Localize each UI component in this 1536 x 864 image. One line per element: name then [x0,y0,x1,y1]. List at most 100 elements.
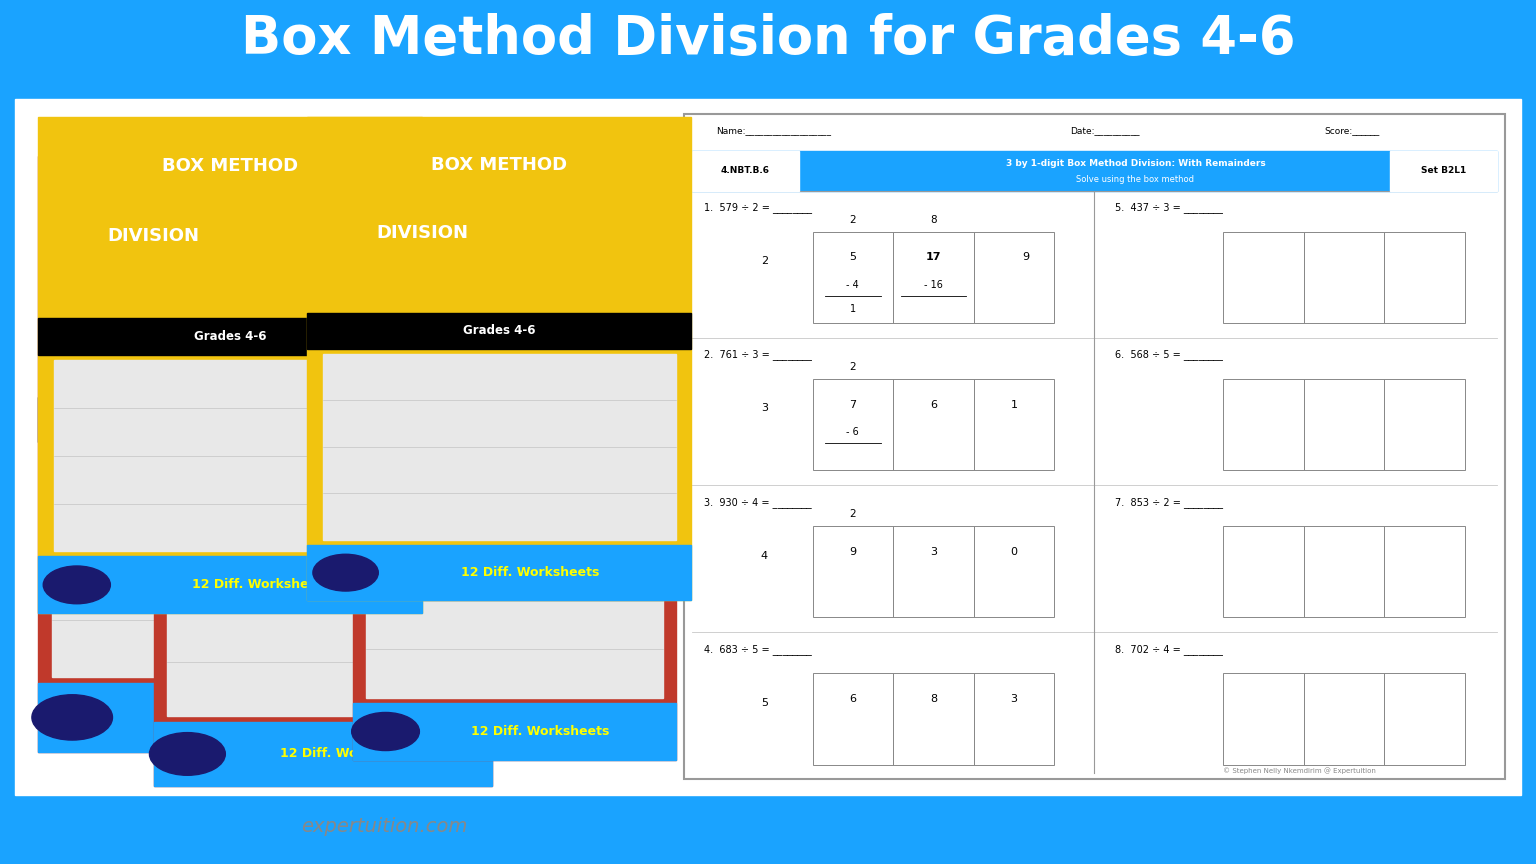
Text: 1: 1 [1011,399,1017,410]
Bar [307,117,691,600]
Bar [974,526,1054,618]
Bar [38,156,376,752]
Text: - 16: - 16 [923,280,943,289]
Text: - 6: - 6 [846,427,859,437]
Bar [813,526,892,618]
Text: 2: 2 [849,362,856,372]
Bar [154,225,492,786]
Bar [323,353,676,540]
Bar [974,673,1054,765]
Text: 12 Diff. Worksheets: 12 Diff. Worksheets [192,578,330,591]
Text: Grades 4-6: Grades 4-6 [462,324,536,337]
Bar [1304,526,1384,618]
Bar [1384,379,1465,470]
Bar [1390,151,1498,191]
Text: 2: 2 [849,215,856,225]
Bar [1223,232,1304,323]
Bar [366,505,664,698]
Text: DIVISION: DIVISION [209,351,301,368]
Text: 6: 6 [929,399,937,410]
Text: DIVISION: DIVISION [376,224,468,242]
Text: 3: 3 [1011,694,1017,704]
Text: 7: 7 [849,399,857,410]
Bar [1304,673,1384,765]
Bar [1384,673,1465,765]
Text: Grades 4-6: Grades 4-6 [170,413,244,426]
Text: 5.  437 ÷ 3 = ________: 5. 437 ÷ 3 = ________ [1115,202,1223,213]
Text: 2: 2 [760,257,768,266]
Text: DIVISION: DIVISION [404,371,496,389]
Text: 5: 5 [849,252,856,263]
Bar [54,360,407,551]
Text: BOX METHOD: BOX METHOD [255,272,390,289]
Text: 3 by 1-digit Box Method Division: With Remainders: 3 by 1-digit Box Method Division: With R… [1006,159,1266,168]
Bar [691,151,799,191]
Text: - 2 By 1: - 2 By 1 [238,291,312,306]
Text: 12 Diff. Worksheets: 12 Diff. Worksheets [166,711,304,724]
Text: Box Method Division for Grades 4-6: Box Method Division for Grades 4-6 [241,13,1295,65]
Bar [307,313,691,349]
Bar [353,462,676,499]
Bar [1223,673,1304,765]
Text: Score:______: Score:______ [1324,126,1379,136]
Text: 2.  761 ÷ 3 = ________: 2. 761 ÷ 3 = ________ [703,350,811,360]
Bar [892,232,974,323]
Text: Solve using the box method: Solve using the box method [1077,175,1195,184]
Text: 5: 5 [760,698,768,708]
Bar [892,526,974,618]
Text: 6.  568 ÷ 5 = ________: 6. 568 ÷ 5 = ________ [1115,350,1223,360]
Bar [38,117,422,613]
Circle shape [149,733,226,775]
Text: © Stephen Nelly Nkemdirim @ Expertuition: © Stephen Nelly Nkemdirim @ Expertuition [1223,767,1376,774]
Text: 12 Diff. Worksheets: 12 Diff. Worksheets [472,725,610,738]
Text: 8: 8 [929,694,937,704]
Text: 12 Diff. Worksheets: 12 Diff. Worksheets [281,747,419,760]
Bar [813,673,892,765]
Circle shape [313,555,378,591]
Bar [813,232,892,323]
Bar [1384,232,1465,323]
Text: Name:___________________: Name:___________________ [716,126,831,136]
Bar [307,545,691,600]
Text: 6: 6 [849,694,856,704]
Text: DIVISION: DIVISION [108,227,200,245]
Text: - 3 By 2: - 3 By 2 [270,228,344,244]
Bar [684,114,1505,779]
Text: 8: 8 [929,215,937,225]
Bar [15,99,1521,795]
Bar [167,499,478,716]
Text: 1.  579 ÷ 2 = ________: 1. 579 ÷ 2 = ________ [703,202,813,213]
Circle shape [43,566,111,604]
Text: 0: 0 [1011,547,1017,556]
Bar [38,318,422,355]
Bar [353,259,676,760]
Text: 3: 3 [929,547,937,556]
Text: 2: 2 [849,510,856,519]
Bar [38,397,376,442]
Text: BOX METHOD: BOX METHOD [432,156,567,174]
Text: 4.  683 ÷ 5 = ________: 4. 683 ÷ 5 = ________ [703,644,811,655]
Text: - 3 By 1: - 3 By 1 [353,352,427,367]
Text: Grades 4-6: Grades 4-6 [194,330,267,343]
Text: - 4 By 1: - 4 By 1 [542,372,616,387]
Bar [38,683,376,752]
Text: DIVISION: DIVISION [94,289,186,308]
Text: - 4: - 4 [846,280,859,289]
Text: - 4 By 2: - 4 By 2 [539,226,613,240]
Bar [1304,232,1384,323]
Text: 12 Diff. Worksheets: 12 Diff. Worksheets [461,566,599,579]
Text: 3: 3 [760,403,768,413]
Text: 7.  853 ÷ 2 = ________: 7. 853 ÷ 2 = ________ [1115,497,1223,508]
Text: 3.  930 ÷ 4 = ________: 3. 930 ÷ 4 = ________ [703,497,811,508]
Bar [974,232,1054,323]
Bar [52,448,362,677]
Text: Date:__________: Date:__________ [1069,126,1140,136]
Bar [38,556,422,613]
Bar [813,379,892,470]
Text: 8.  702 ÷ 4 = ________: 8. 702 ÷ 4 = ________ [1115,644,1223,655]
Circle shape [32,695,112,740]
Bar [684,114,1505,779]
Bar [154,721,492,786]
Bar [1304,379,1384,470]
Text: 9: 9 [1023,252,1029,263]
